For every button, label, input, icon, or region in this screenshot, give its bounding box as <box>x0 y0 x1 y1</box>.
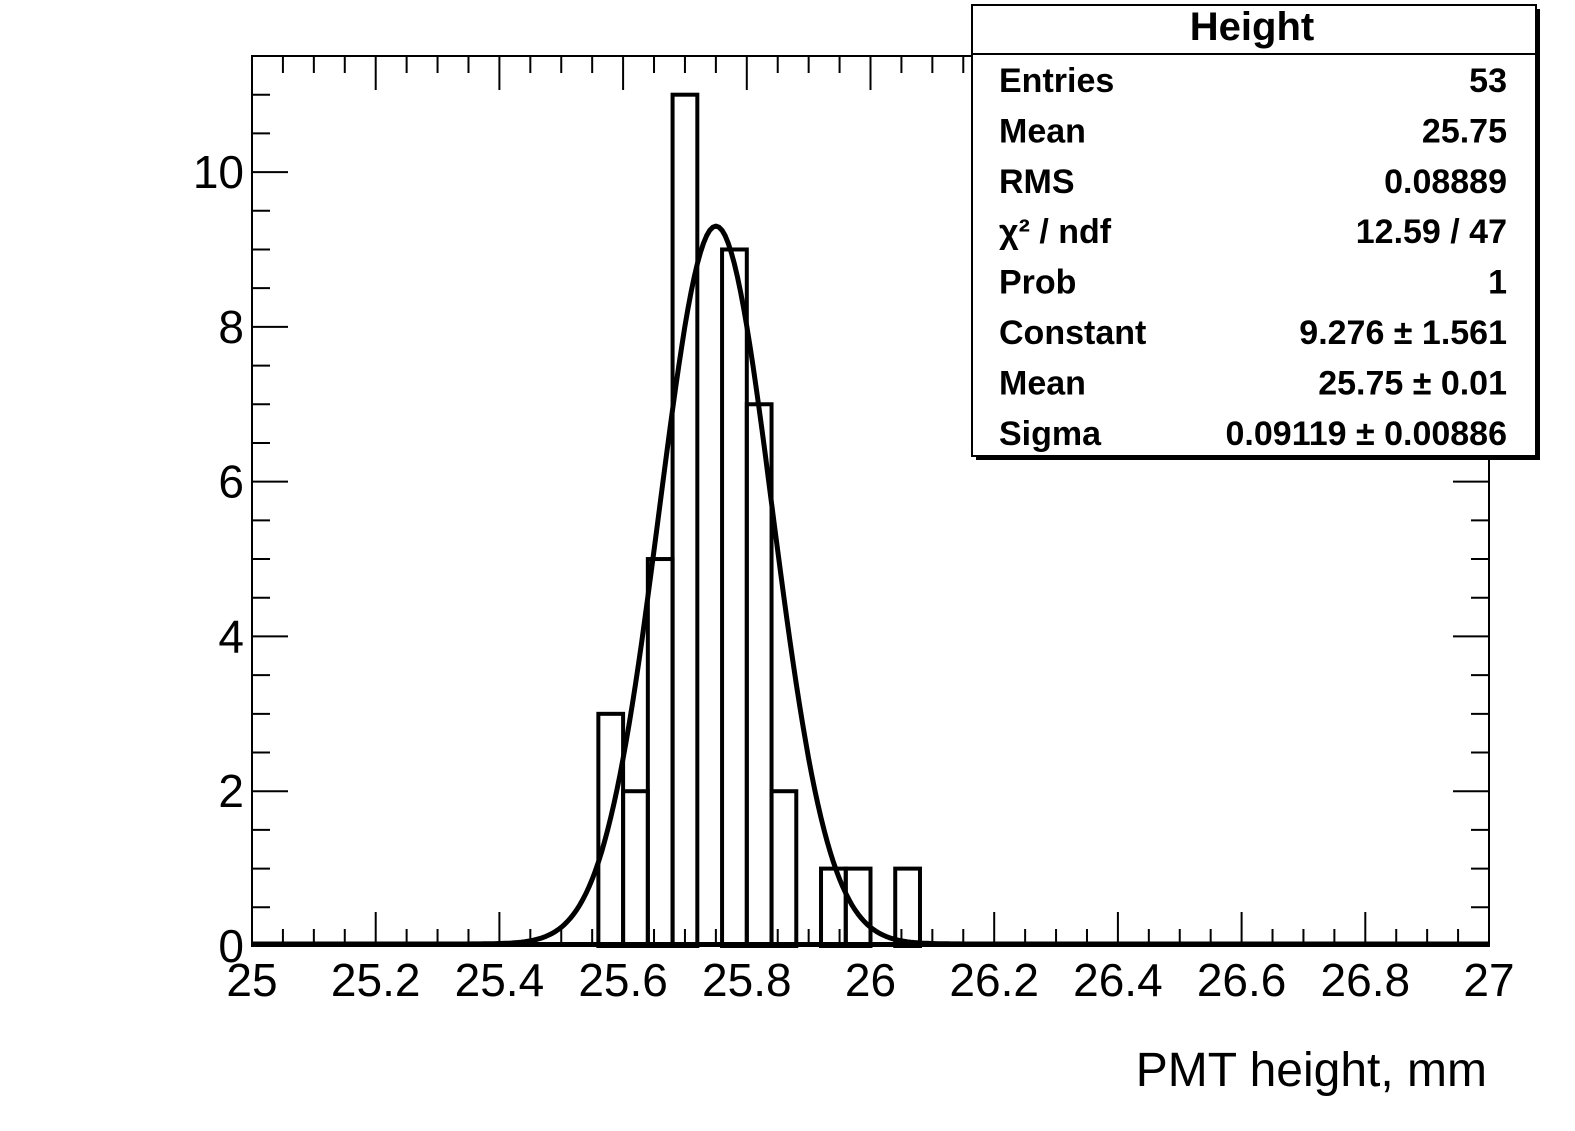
stats-row-label: Entries <box>999 62 1114 100</box>
stats-row-label: χ² / ndf <box>999 213 1112 251</box>
stats-row-label: Constant <box>999 314 1146 352</box>
stats-row-value: 0.09119 ± 0.00886 <box>1226 415 1507 453</box>
stats-row-value: 9.276 ± 1.561 <box>1299 314 1507 352</box>
x-tick-label: 26.8 <box>1321 954 1411 1006</box>
x-tick-label: 26.2 <box>949 954 1039 1006</box>
stats-row-value: 25.75 ± 0.01 <box>1318 364 1507 402</box>
x-axis-title: PMT height, mm <box>1136 1044 1487 1097</box>
gaussian-fit-curve <box>252 223 1489 947</box>
stats-row-value: 25.75 <box>1422 112 1507 150</box>
stats-box-title: Height <box>1190 5 1314 49</box>
stats-row-label: Sigma <box>999 415 1102 453</box>
y-tick-label: 8 <box>218 301 244 353</box>
stats-box-rows: Entries 53 Mean 25.75 RMS 0.08889 χ² / ndf 12.5… <box>999 62 1507 453</box>
x-tick-label: 25.8 <box>702 954 792 1006</box>
y-tick-label: 10 <box>193 146 244 198</box>
y-tick-label: 0 <box>218 920 244 972</box>
x-tick-label: 25.6 <box>578 954 668 1006</box>
stats-row-value: 1 <box>1488 264 1507 302</box>
stats-row-value: 12.59 / 47 <box>1356 213 1507 251</box>
x-tick-label: 26 <box>845 954 896 1006</box>
y-tick-label: 6 <box>218 456 244 508</box>
stats-row-label: RMS <box>999 163 1075 201</box>
x-tick-label: 25 <box>226 954 277 1006</box>
y-axis-tick-labels: 0 2 4 6 8 10 <box>193 146 244 972</box>
y-tick-label: 2 <box>218 765 244 817</box>
x-tick-label: 27 <box>1463 954 1514 1006</box>
x-tick-label: 25.2 <box>331 954 421 1006</box>
stats-row-value: 0.08889 <box>1384 163 1507 201</box>
stats-row-label: Mean <box>999 112 1086 150</box>
x-tick-label: 26.4 <box>1073 954 1163 1006</box>
stats-box: Height Entries 53 Mean 25.75 RMS 0.08889 χ² / … <box>971 4 1540 460</box>
y-tick-label: 4 <box>218 610 244 662</box>
stats-box-frame <box>971 4 1537 457</box>
stats-row-value: 53 <box>1469 62 1507 100</box>
stats-row-label: Prob <box>999 264 1076 302</box>
x-tick-label: 25.4 <box>455 954 545 1006</box>
x-tick-label: 26.6 <box>1197 954 1287 1006</box>
x-axis-tick-labels: 25 25.2 25.4 25.6 25.8 26 26.2 26.4 26.6 26.8 27 <box>226 954 1514 1006</box>
stats-row-label: Mean <box>999 364 1086 402</box>
